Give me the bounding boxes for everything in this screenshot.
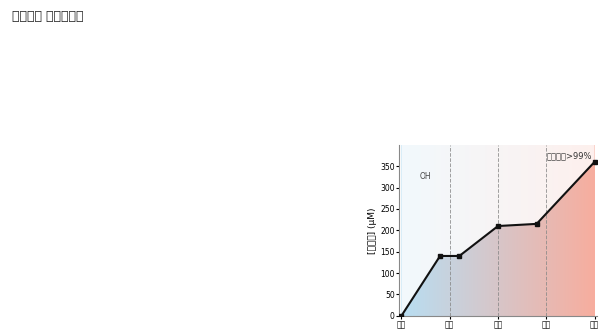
Text: OH: OH bbox=[420, 172, 431, 181]
Polygon shape bbox=[401, 145, 595, 316]
Text: 비스무트 텔루라이드: 비스무트 텔루라이드 bbox=[12, 10, 83, 23]
Text: 광학순도>99%: 광학순도>99% bbox=[547, 151, 592, 160]
Y-axis label: [생성물] (μM): [생성물] (μM) bbox=[368, 207, 377, 254]
